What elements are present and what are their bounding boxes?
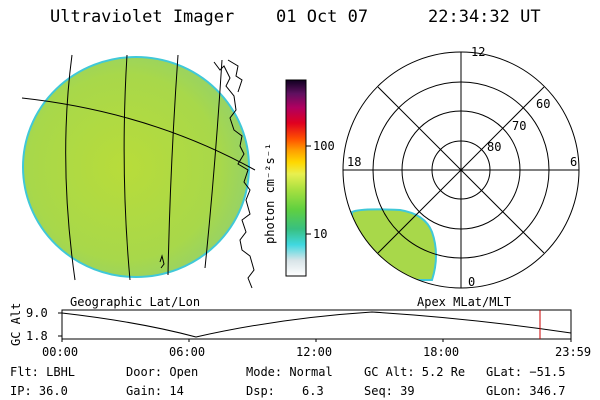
info-gain: Gain: 14: [126, 384, 184, 398]
colorbar-tick-label: 100: [313, 139, 335, 153]
info-gc-altitude: GC Alt: 5.2 Re: [364, 365, 466, 379]
mlt-label-12: 12: [471, 45, 486, 59]
auroral-image-region: [351, 208, 437, 281]
altitude-xtick: 00:00: [42, 345, 79, 359]
altitude-xtick: 06:00: [169, 345, 206, 359]
altitude-xtick: 18:00: [423, 345, 460, 359]
mlat-label-70: 70: [512, 119, 527, 133]
info-geo-longitude: GLon: 346.7: [486, 384, 566, 398]
info-geo-latitude: GLat: −51.5: [486, 365, 566, 379]
colorbar-unit-label: photon cm⁻²s⁻¹: [263, 142, 277, 244]
colorbar: [285, 79, 307, 277]
instrument-title: Ultraviolet Imager: [50, 7, 235, 27]
mlt-label-0: 0: [468, 275, 476, 289]
info-door: Door: Open: [126, 365, 199, 379]
altitude-ytick: 1.8: [26, 329, 48, 343]
mlat-label-80: 80: [487, 140, 502, 154]
altitude-xtick: 23:59: [555, 345, 592, 359]
observation-time: 22:34:32 UT: [428, 7, 541, 27]
mlt-label-6: 6: [570, 155, 578, 169]
mlt-label-18: 18: [347, 155, 362, 169]
mlat-label-60: 60: [536, 97, 551, 111]
info-sequence: Seq: 39: [364, 384, 415, 398]
earth-disc-image: [21, 54, 256, 289]
colorbar-tick-label: 10: [313, 227, 328, 241]
altitude-curve: [61, 311, 572, 338]
info-filter: Flt: LBHL: [10, 365, 76, 379]
altitude-ylabel: GC Alt: [9, 302, 23, 346]
polar-plot: [342, 51, 580, 289]
observation-date: 01 Oct 07: [276, 7, 369, 27]
altitude-xtick: 12:00: [296, 345, 333, 359]
left-panel-label: Geographic Lat/Lon: [70, 295, 201, 309]
right-panel-label: Apex MLat/MLT: [417, 295, 511, 309]
altitude-ytick: 9.0: [26, 306, 48, 320]
altitude-plot: [58, 309, 572, 342]
info-dsp-label: Dsp:: [246, 384, 275, 398]
info-dsp-value: 6.3: [302, 384, 324, 398]
info-mode: Mode: Normal: [246, 365, 333, 379]
info-ip: IP: 36.0: [10, 384, 68, 398]
